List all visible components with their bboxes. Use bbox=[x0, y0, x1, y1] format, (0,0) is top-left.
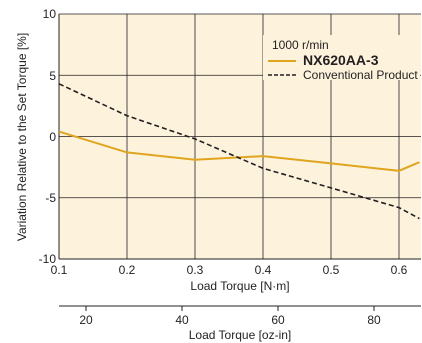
legend-background bbox=[263, 35, 420, 80]
x-tick-label: 0.4 bbox=[255, 263, 272, 277]
x-tick-label: 0.1 bbox=[51, 263, 68, 277]
y-tick-label: -5 bbox=[45, 191, 56, 205]
series-line-conventional-product bbox=[58, 83, 420, 220]
x-tick-label: 0.2 bbox=[119, 263, 136, 277]
secondary-x-tick-label: 60 bbox=[271, 313, 285, 327]
x-tick-label: 0.6 bbox=[391, 263, 408, 277]
y-tick-label: 5 bbox=[49, 69, 56, 83]
y-tick-label: 10 bbox=[43, 7, 57, 21]
series-line-nx620aa-3 bbox=[58, 130, 420, 172]
y-tick-label: 0 bbox=[49, 130, 56, 144]
secondary-x-tick-label: 20 bbox=[79, 313, 93, 327]
legend: 1000 r/min NX620AA-3 Conventional Produc… bbox=[263, 35, 420, 82]
secondary-x-tick-label: 40 bbox=[175, 313, 189, 327]
y-axis-title: Variation Relative to the Set Torque [%] bbox=[15, 33, 29, 241]
secondary-x-axis-title: Load Torque [oz-in] bbox=[189, 328, 292, 342]
x-axis-title: Load Torque [N·m] bbox=[190, 279, 289, 293]
grid bbox=[58, 13, 421, 259]
legend-label-nx620aa-3: NX620AA-3 bbox=[303, 52, 379, 68]
secondary-x-tick-label: 80 bbox=[367, 313, 381, 327]
legend-title: 1000 r/min bbox=[272, 38, 329, 52]
y-tick-label: -10 bbox=[39, 252, 57, 266]
x-tick-label: 0.3 bbox=[187, 263, 204, 277]
legend-label-conventional-product: Conventional Product bbox=[303, 68, 418, 82]
x-tick-label: 0.5 bbox=[323, 263, 340, 277]
